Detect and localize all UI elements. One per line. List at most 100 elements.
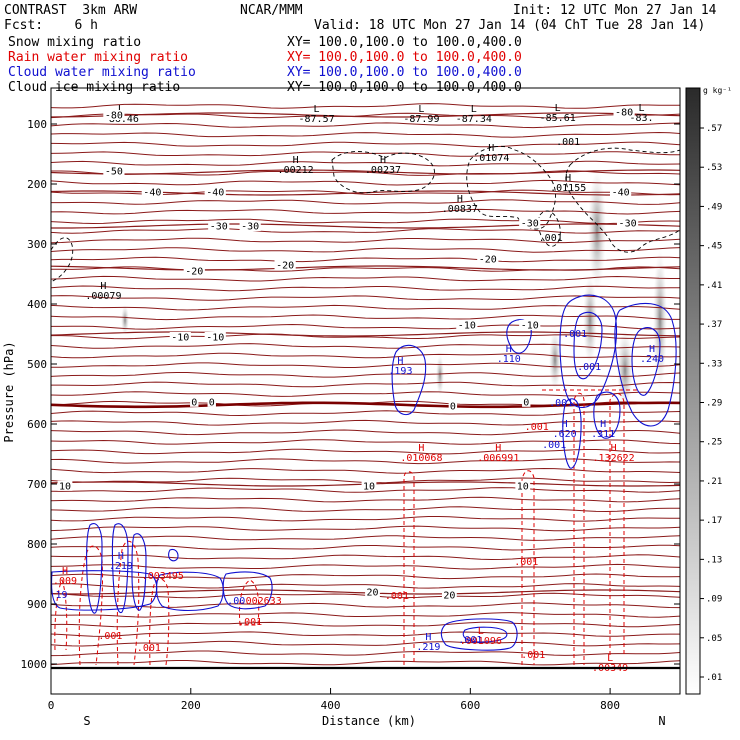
temperature-label-bg: [519, 218, 541, 228]
extremum-value: .00837: [442, 204, 478, 215]
isotherm-minor: [51, 563, 680, 570]
extremum-marker: H: [600, 419, 606, 430]
extremum-marker: H: [397, 356, 403, 367]
snow-plume: [121, 305, 129, 335]
extrema-labels: L-86.46L-87.57L-87.99L-87.34L-85.61L-83.…: [53, 103, 664, 674]
legend-snow-xy: XY= 100.0,100.0 to 100.0,400.0: [287, 35, 522, 50]
snow-plume: [583, 275, 597, 365]
temperature-label-bg: [609, 186, 632, 197]
temperature-label: -40: [206, 187, 224, 198]
isotherm-minor: [51, 439, 680, 445]
temperature-label: -30: [619, 219, 637, 230]
extremum-marker: H: [488, 143, 494, 154]
cloud-water-contour: [86, 523, 103, 614]
temperature-label: -30: [241, 222, 259, 233]
extremum-marker: H: [293, 155, 299, 166]
extremum-marker: L: [607, 653, 613, 664]
temperature-label-bg: [515, 480, 531, 491]
contour-label: .001: [458, 635, 482, 646]
cloud-water-contours: [51, 294, 677, 651]
colorbar-tick-label: .41: [706, 281, 722, 291]
colorbar-tick-label: .17: [706, 516, 722, 526]
contour-label: .001: [521, 650, 545, 661]
contour-label: .001: [238, 617, 262, 628]
isotherm-minor: [51, 333, 680, 340]
temperature-label-bg: [57, 480, 73, 491]
isotherm: [51, 265, 680, 271]
isotherm-minor: [51, 256, 680, 263]
colorbar-tick-label: .33: [706, 359, 722, 369]
cloud-water-contour: [391, 344, 427, 416]
temperature-label-bg: [103, 165, 125, 176]
north-label: N: [658, 714, 665, 728]
extremum-value: .110: [497, 354, 521, 365]
rain-contours: [54, 389, 640, 666]
isotherm-minor: [51, 352, 680, 359]
x-axis: 0 200 400 600 800: [48, 688, 620, 712]
isotherm-minor: [51, 650, 680, 657]
temperature-label: 0: [191, 397, 197, 408]
extremum-marker: L: [478, 626, 484, 637]
isotherm-minor: [51, 199, 680, 205]
legend-cloud-water-xy: XY= 100.0,100.0 to 100.0,400.0: [287, 65, 522, 80]
x-tick-label: 0: [48, 699, 55, 712]
extremum-value: .01155: [550, 183, 586, 194]
model-title: CONTRAST 3km ARW: [4, 3, 138, 18]
temperature-label-bg: [456, 320, 478, 330]
isotherm-minor: [51, 141, 680, 148]
temperature-label: 10: [363, 481, 375, 492]
extremum-marker: H: [611, 443, 617, 454]
extremum-value: .240: [640, 354, 664, 365]
snow-plume: [653, 250, 667, 390]
extremum-marker: L: [118, 104, 124, 115]
temperature-label-bg: [103, 110, 125, 120]
isotherm-minor: [51, 602, 680, 609]
colorbar-tick-label: .29: [706, 399, 722, 409]
isotherm-minor: [51, 122, 680, 129]
snow-plume: [617, 330, 633, 410]
temperature-label: -20: [479, 255, 497, 266]
extremum-value: .010068: [400, 453, 442, 464]
extremum-marker: L: [639, 103, 645, 114]
contour-label: .001: [385, 591, 409, 602]
snow-plume: [436, 355, 444, 395]
isotherm-minor: [51, 640, 680, 647]
extremum-marker: H: [380, 155, 386, 166]
colorbar-tick-label: .05: [706, 634, 722, 644]
extremum-marker: H: [418, 443, 424, 454]
isotherm-minor: [51, 218, 680, 225]
temperature-label-bg: [274, 260, 296, 270]
extremum-value: .219: [109, 561, 133, 572]
plot-frame: [50, 87, 681, 695]
isotherm-minor: [51, 285, 680, 292]
colorbar-tick-label: .45: [706, 242, 722, 252]
x-tick-label: 200: [181, 699, 201, 712]
contour-label: .001: [577, 362, 601, 373]
isotherm: [51, 112, 680, 118]
rain-contour: [403, 471, 415, 665]
temperature-label: -10: [458, 321, 476, 332]
x-axis-label: Distance (km): [322, 714, 416, 728]
extremum-marker: H: [457, 194, 463, 205]
contour-label: .00: [227, 596, 245, 607]
temperature-label: -30: [210, 222, 228, 233]
contour-label: .001: [525, 422, 549, 433]
isotherm-minor: [51, 573, 680, 580]
extremum-marker: H: [506, 344, 512, 355]
isotherm-minor: [51, 631, 680, 637]
ice-contour: [331, 151, 435, 194]
rain-contour: [149, 578, 170, 666]
extremum-marker: H: [425, 632, 431, 643]
x-tick-label: 400: [321, 699, 341, 712]
isotherm-minor: [51, 151, 680, 157]
contour-label: .001: [556, 137, 580, 148]
isotherm-minor: [51, 496, 680, 503]
contour-label: .001: [137, 643, 161, 654]
colorbar-tick-label: .25: [706, 438, 722, 448]
isotherm-minor: [51, 621, 680, 628]
temperature-labels: -80 -80 -50 -40 -40 -40 -30 -30 -30 -30 -20 -20 -20 -…: [57, 107, 639, 602]
isotherm-minor: [51, 179, 680, 186]
isotherm-minor: [51, 535, 680, 541]
colorbar-tick-label: .01: [706, 673, 722, 683]
colorbar-tick-label: .37: [706, 320, 722, 330]
